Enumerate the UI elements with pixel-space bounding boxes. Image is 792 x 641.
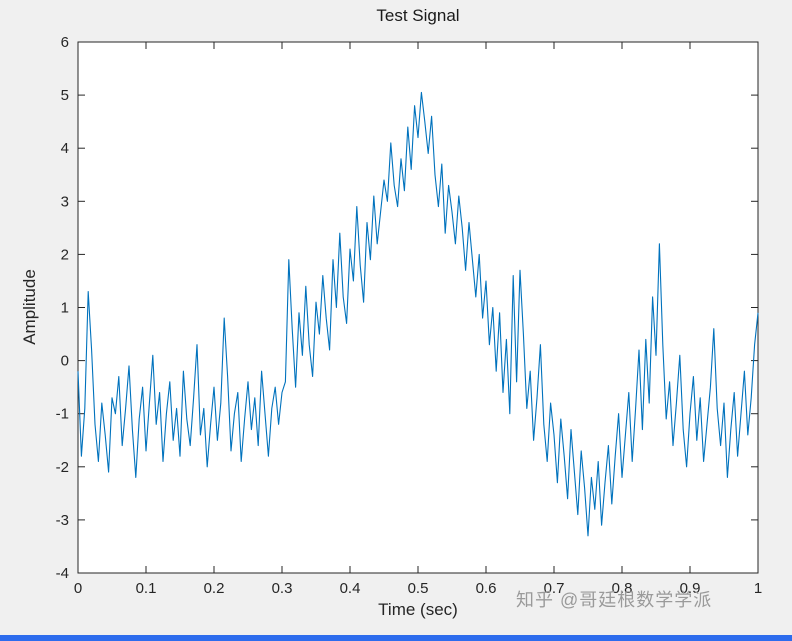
y-tick-label: 3 (61, 193, 69, 210)
x-tick-label: 0.6 (476, 580, 497, 597)
x-tick-label: 1 (754, 580, 762, 597)
bottom-bar (0, 635, 792, 641)
x-tick-label: 0.3 (272, 580, 293, 597)
signal-line (77, 91, 759, 537)
y-tick-label: 5 (61, 87, 69, 104)
y-tick-label: 1 (61, 300, 69, 317)
watermark: 知乎 @哥廷根数学学派 (516, 590, 713, 610)
x-tick-label: 0.1 (136, 580, 157, 597)
axes-box (77, 41, 759, 574)
x-tick-label: 0.5 (408, 580, 429, 597)
x-tick-label: 0.7 (544, 580, 565, 597)
y-tick-label: 6 (61, 34, 69, 51)
y-tick-label: 2 (61, 246, 69, 263)
x-tick-label: 0.4 (340, 580, 361, 597)
x-tick-label: 0.8 (612, 580, 633, 597)
x-tick-label: 0.9 (680, 580, 701, 597)
y-tick-label: 4 (61, 140, 69, 157)
x-tick-label: 0 (74, 580, 82, 597)
y-tick-label: -3 (56, 512, 69, 529)
chart-title: Test Signal (376, 6, 460, 25)
y-tick-label: -4 (56, 565, 69, 582)
x-tick-label: 0.2 (204, 580, 225, 597)
y-tick-label: -1 (56, 406, 69, 423)
y-tick-label: 0 (61, 353, 69, 370)
x-axis-label: Time (sec) (378, 600, 458, 619)
y-tick-label: -2 (56, 459, 69, 476)
